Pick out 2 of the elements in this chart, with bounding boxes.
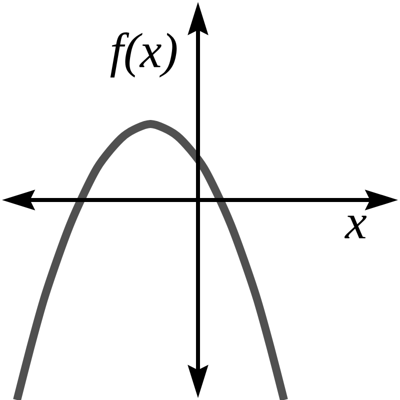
y-axis-title: f(x) — [110, 32, 177, 78]
x-axis-title: x — [344, 216, 367, 238]
